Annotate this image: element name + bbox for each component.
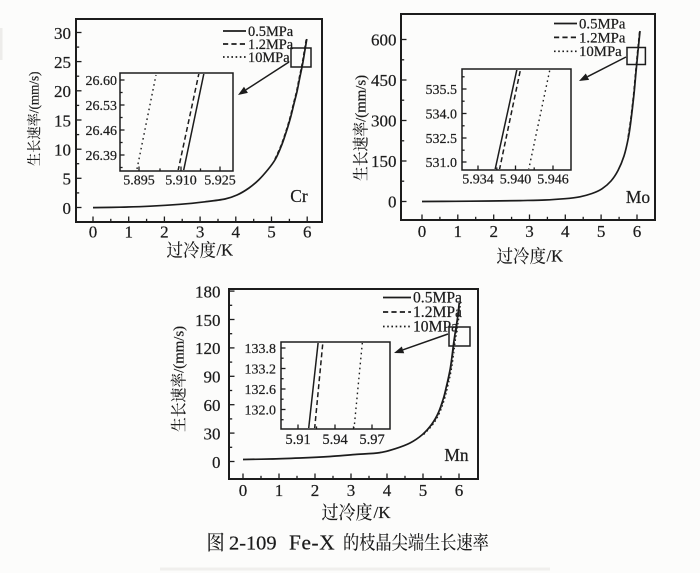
svg-text:534.0: 534.0	[426, 107, 458, 122]
svg-text:Fe-X: Fe-X	[289, 531, 335, 555]
svg-text:0.5MPa: 0.5MPa	[579, 16, 626, 32]
svg-text:3: 3	[525, 222, 534, 241]
svg-text:/(mm/s): /(mm/s)	[27, 71, 42, 113]
svg-text:0: 0	[63, 199, 72, 218]
svg-text:532.5: 532.5	[426, 132, 458, 147]
svg-text:133.2: 133.2	[245, 362, 277, 377]
svg-text:10MPa: 10MPa	[579, 44, 622, 60]
svg-text:1.2MPa: 1.2MPa	[413, 304, 462, 321]
svg-text:26.39: 26.39	[86, 149, 118, 164]
svg-text:0: 0	[212, 453, 221, 472]
svg-text:600: 600	[371, 31, 397, 50]
svg-text:1: 1	[124, 223, 133, 242]
svg-text:2: 2	[489, 222, 498, 241]
svg-text:5: 5	[267, 223, 276, 242]
svg-text:/(mm/s): /(mm/s)	[354, 75, 370, 122]
svg-text:/(mm/s): /(mm/s)	[172, 326, 188, 373]
svg-text:/K: /K	[374, 503, 392, 522]
svg-text:1: 1	[454, 222, 463, 241]
svg-text:6: 6	[633, 222, 642, 241]
svg-text:5.97: 5.97	[359, 432, 384, 448]
svg-text:450: 450	[371, 71, 397, 90]
svg-text:132.6: 132.6	[245, 383, 277, 398]
svg-text:150: 150	[195, 311, 221, 330]
svg-text:5.946: 5.946	[537, 173, 569, 188]
svg-text:6: 6	[455, 481, 464, 500]
svg-text:1.2MPa: 1.2MPa	[579, 30, 626, 46]
svg-text:531.0: 531.0	[426, 156, 458, 171]
svg-text:0.5MPa: 0.5MPa	[413, 290, 462, 307]
svg-text:132.0: 132.0	[245, 403, 277, 418]
svg-text:26.46: 26.46	[86, 124, 118, 139]
svg-text:2: 2	[311, 481, 320, 500]
svg-text:25: 25	[54, 53, 71, 72]
svg-text:180: 180	[195, 282, 221, 301]
svg-text:300: 300	[371, 112, 397, 131]
svg-text:0: 0	[239, 481, 248, 500]
svg-text:1.2MPa: 1.2MPa	[248, 37, 294, 53]
svg-text:10: 10	[54, 141, 71, 160]
svg-text:15: 15	[54, 111, 71, 130]
svg-text:Cr: Cr	[290, 186, 308, 206]
svg-text:5.895: 5.895	[123, 174, 155, 189]
svg-text:0.5MPa: 0.5MPa	[248, 24, 294, 40]
svg-text:0: 0	[418, 222, 427, 241]
svg-text:30: 30	[204, 424, 221, 443]
svg-text:5.934: 5.934	[462, 173, 494, 188]
svg-text:5.91: 5.91	[285, 432, 310, 448]
svg-text:/K: /K	[547, 247, 564, 266]
svg-text:90: 90	[204, 368, 221, 387]
svg-text:4: 4	[383, 481, 392, 500]
svg-text:6: 6	[303, 223, 312, 242]
svg-text:0: 0	[388, 193, 397, 212]
svg-text:5: 5	[419, 481, 428, 500]
svg-text:26.53: 26.53	[86, 99, 118, 114]
svg-text:1: 1	[275, 481, 284, 500]
svg-text:5: 5	[63, 170, 72, 189]
svg-text:150: 150	[371, 152, 397, 171]
svg-text:2: 2	[160, 223, 169, 242]
svg-text:2-109: 2-109	[229, 533, 277, 555]
svg-text:10MPa: 10MPa	[248, 50, 290, 66]
svg-text:0: 0	[89, 223, 98, 242]
svg-text:Mo: Mo	[626, 187, 651, 207]
svg-text:4: 4	[232, 223, 241, 242]
svg-text:3: 3	[196, 223, 205, 242]
svg-text:60: 60	[204, 396, 221, 415]
svg-text:5.94: 5.94	[322, 432, 348, 448]
svg-text:5: 5	[597, 222, 606, 241]
svg-text:133.8: 133.8	[245, 342, 277, 357]
svg-text:20: 20	[54, 82, 71, 101]
svg-text:26.60: 26.60	[86, 74, 118, 89]
svg-text:4: 4	[561, 222, 570, 241]
svg-text:5.925: 5.925	[204, 174, 236, 189]
svg-text:5.940: 5.940	[500, 173, 532, 188]
svg-text:120: 120	[195, 339, 221, 358]
svg-text:30: 30	[54, 24, 71, 43]
svg-text:10MPa: 10MPa	[413, 319, 458, 336]
svg-text:535.5: 535.5	[426, 83, 458, 98]
svg-text:3: 3	[347, 481, 356, 500]
svg-text:5.910: 5.910	[165, 174, 197, 189]
svg-text:Mn: Mn	[444, 445, 469, 465]
svg-text:/K: /K	[217, 241, 234, 260]
